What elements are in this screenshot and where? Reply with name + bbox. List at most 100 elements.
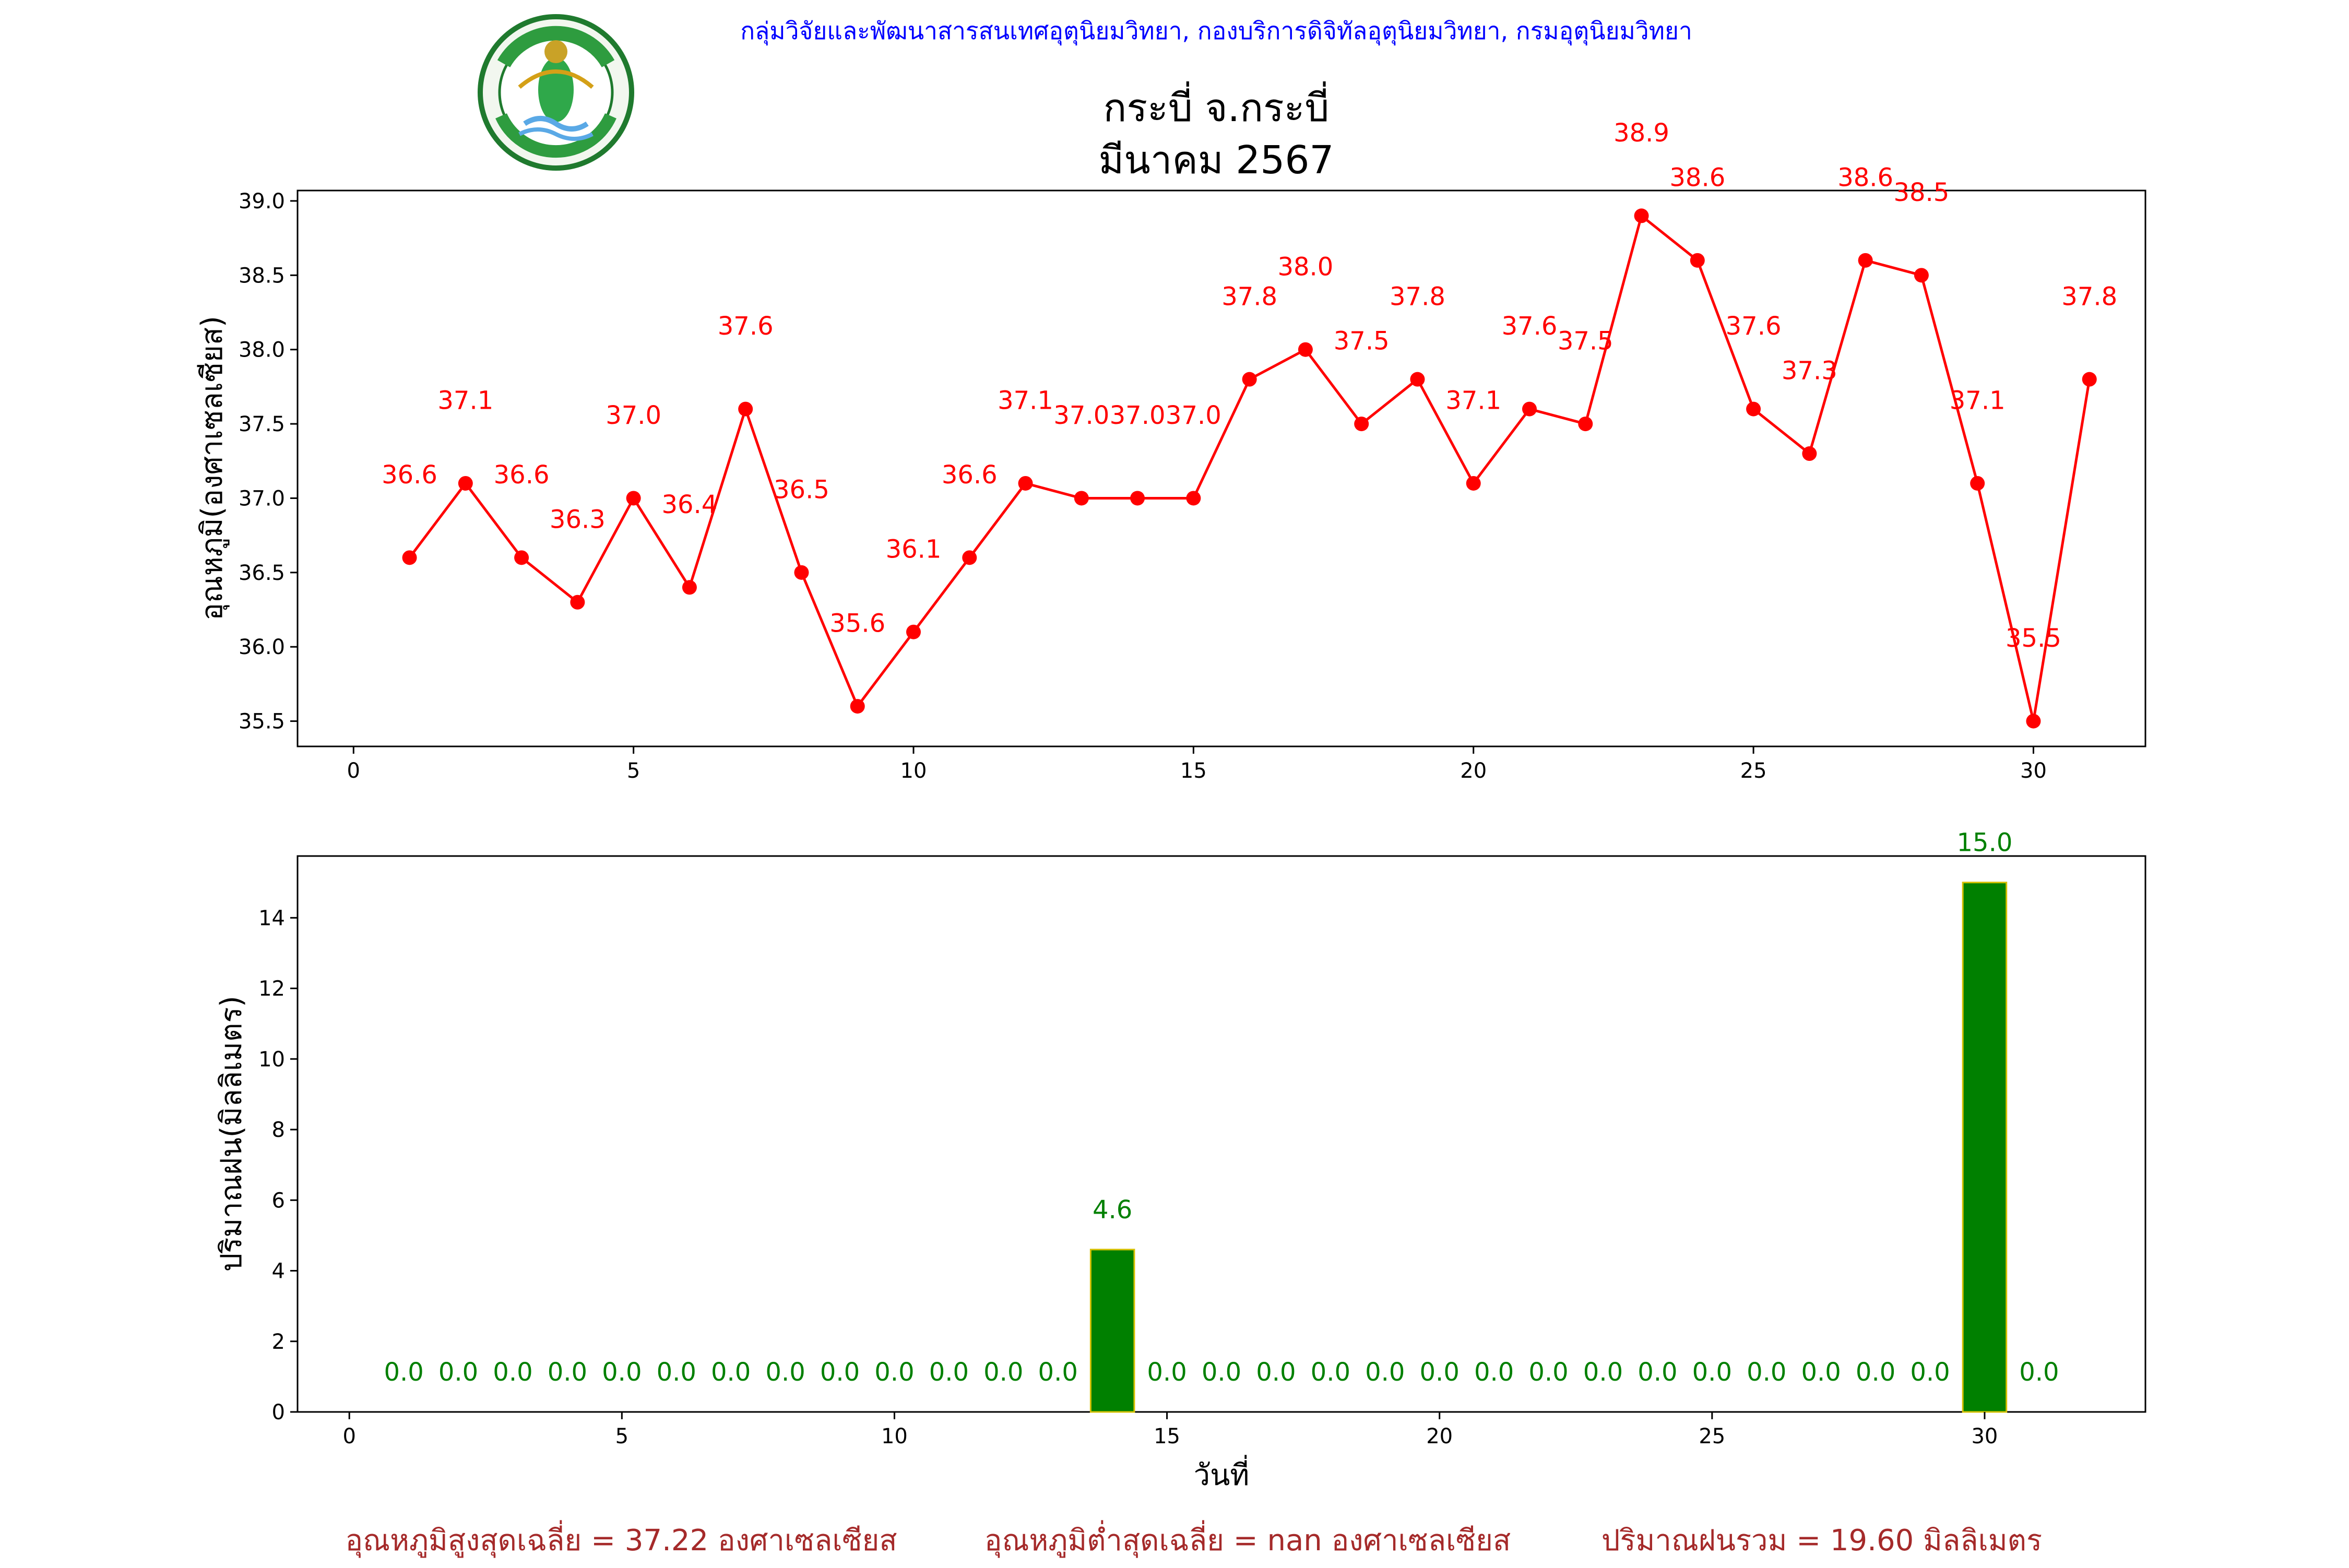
temperature-data-label: 37.6 (718, 312, 774, 341)
rainfall-data-label: 0.0 (874, 1358, 914, 1387)
temperature-data-label: 38.6 (1669, 163, 1725, 192)
temperature-y-axis: 35.5 36.0 36.5 37.0 37.5 38.0 38.5 39.0 (239, 189, 298, 734)
temperature-y-tick-label: 36.0 (239, 635, 285, 659)
temperature-point (1410, 372, 1425, 387)
rainfall-data-label: 0.0 (1311, 1358, 1350, 1387)
rainfall-x-tick-label: 30 (1971, 1424, 1998, 1448)
temperature-point (1746, 401, 1761, 417)
temperature-data-label: 37.6 (1726, 312, 1782, 341)
meteorological-department-seal-icon (478, 14, 634, 171)
temperature-point (1914, 268, 1929, 283)
rainfall-data-labels: 0.0 0.0 0.0 0.0 0.0 0.0 0.0 0.0 0.0 0.0 0.0 0.0 0.0 4… (384, 828, 2059, 1387)
temperature-data-label: 37.8 (1221, 282, 1277, 311)
rainfall-x-axis-label: วันที่ (1194, 1455, 1250, 1492)
rainfall-data-label: 0.0 (929, 1358, 969, 1387)
rainfall-data-label: 0.0 (1528, 1358, 1568, 1387)
temperature-point (402, 550, 417, 565)
temperature-point (1578, 417, 1593, 432)
temperature-data-labels: 36.637.136.636.337.036.437.636.535.636.1… (382, 118, 2117, 653)
rainfall-data-label: 0.0 (1910, 1358, 1950, 1387)
temperature-data-label: 38.9 (1614, 118, 1669, 148)
rainfall-data-label: 0.0 (1365, 1358, 1405, 1387)
org-line: กลุ่มวิจัยและพัฒนาสารสนเทศอุตุนิยมวิทยา,… (740, 17, 1692, 46)
temperature-data-label: 37.1 (1950, 386, 2006, 415)
rainfall-x-axis: 0 5 10 15 20 25 30 (342, 1412, 1998, 1448)
temperature-data-label: 37.1 (437, 386, 493, 415)
temperature-y-tick-label: 39.0 (239, 189, 285, 213)
chart-title-location: กระบี่ จ.กระบี่ (1104, 81, 1330, 130)
temperature-x-tick-label: 15 (1180, 759, 1207, 783)
temperature-point (1074, 491, 1089, 506)
temperature-data-label: 36.1 (886, 534, 942, 564)
temperature-point (2082, 372, 2097, 387)
summary-max-average: อุณหภูมิสูงสุดเฉลี่ย = 37.22 องศาเซลเซีย… (345, 1520, 897, 1558)
temperature-point (2026, 714, 2041, 729)
temperature-point (1802, 446, 1817, 461)
rainfall-x-tick-label: 25 (1699, 1424, 1725, 1448)
temperature-data-label: 36.6 (942, 460, 998, 490)
rainfall-data-label: 4.6 (1093, 1195, 1132, 1225)
temperature-y-tick-label: 36.5 (239, 561, 285, 585)
temperature-data-label: 37.1 (998, 386, 1053, 415)
temperature-axes-frame (296, 189, 2146, 747)
rainfall-y-tick-label: 4 (272, 1260, 285, 1284)
temperature-y-tick-label: 38.0 (239, 338, 285, 362)
temperature-data-label: 37.3 (1782, 357, 1837, 386)
temperature-point (514, 550, 529, 565)
rainfall-y-tick-label: 0 (272, 1400, 285, 1424)
summary-min-average: อุณหภูมิต่ำสุดเฉลี่ย = nan องศาเซลเซียส (984, 1520, 1511, 1558)
temperature-point (1858, 253, 1873, 268)
rainfall-data-label: 0.0 (657, 1358, 696, 1387)
rainfall-data-label: 0.0 (1692, 1358, 1732, 1387)
rainfall-data-label: 0.0 (1638, 1358, 1677, 1387)
temperature-data-label: 37.1 (1445, 386, 1501, 415)
temperature-y-tick-label: 37.0 (239, 486, 285, 510)
temperature-x-tick-label: 10 (900, 759, 927, 783)
temperature-data-label: 38.5 (1893, 178, 1949, 207)
rainfall-bars (1089, 882, 2008, 1413)
rainfall-x-tick-label: 0 (342, 1424, 355, 1448)
rainfall-y-tick-label: 14 (258, 906, 285, 930)
temperature-points (402, 208, 2097, 729)
temperature-data-label: 35.5 (2006, 624, 2061, 653)
temperature-point (1690, 253, 1705, 268)
rainfall-data-label: 0.0 (1801, 1358, 1841, 1387)
temperature-point (1186, 491, 1201, 506)
temperature-point (1634, 208, 1649, 223)
rainfall-data-label: 0.0 (548, 1358, 587, 1387)
temperature-x-tick-label: 5 (627, 759, 640, 783)
temperature-data-label: 37.0 (1166, 401, 1221, 430)
temperature-point (570, 595, 585, 610)
temperature-data-label: 37.5 (1558, 327, 1614, 356)
rainfall-data-label: 0.0 (1474, 1358, 1514, 1387)
rainfall-data-label: 0.0 (1256, 1358, 1296, 1387)
temperature-x-tick-label: 20 (1460, 759, 1487, 783)
rainfall-x-tick-label: 20 (1426, 1424, 1453, 1448)
temperature-point (1466, 476, 1481, 491)
summary-rain-total: ปริมาณฝนรวม = 19.60 มิลลิเมตร (1601, 1524, 2042, 1558)
rainfall-y-tick-label: 8 (272, 1118, 285, 1142)
temperature-point (626, 491, 641, 506)
temperature-point (682, 580, 697, 595)
temperature-point (1242, 372, 1257, 387)
rainfall-data-label: 0.0 (602, 1358, 642, 1387)
temperature-x-axis: 0 5 10 15 20 25 30 (347, 746, 2047, 783)
rainfall-y-tick-label: 6 (272, 1189, 285, 1213)
temperature-chart: 35.5 36.0 36.5 37.0 37.5 38.0 38.5 39.0 0 5 10 15 2… (195, 118, 2146, 783)
rainfall-data-label: 0.0 (1202, 1358, 1241, 1387)
temperature-x-tick-label: 0 (347, 759, 360, 783)
temperature-point (1298, 342, 1313, 357)
rainfall-data-label: 0.0 (1147, 1358, 1187, 1387)
rainfall-data-label: 15.0 (1957, 828, 2013, 858)
temperature-point (1522, 401, 1537, 417)
temperature-data-label: 37.5 (1334, 327, 1390, 356)
temperature-data-label: 36.6 (494, 460, 550, 490)
rainfall-data-label: 0.0 (820, 1358, 860, 1387)
rainfall-y-tick-label: 10 (258, 1048, 285, 1072)
rainfall-data-label: 0.0 (1583, 1358, 1623, 1387)
rainfall-y-axis-label: ปริมาณฝน(มิลลิเมตร) (215, 996, 248, 1272)
temperature-point (1970, 476, 1985, 491)
temperature-y-tick-label: 37.5 (239, 412, 285, 436)
rainfall-data-label: 0.0 (1038, 1358, 1078, 1387)
temperature-point (794, 565, 809, 580)
